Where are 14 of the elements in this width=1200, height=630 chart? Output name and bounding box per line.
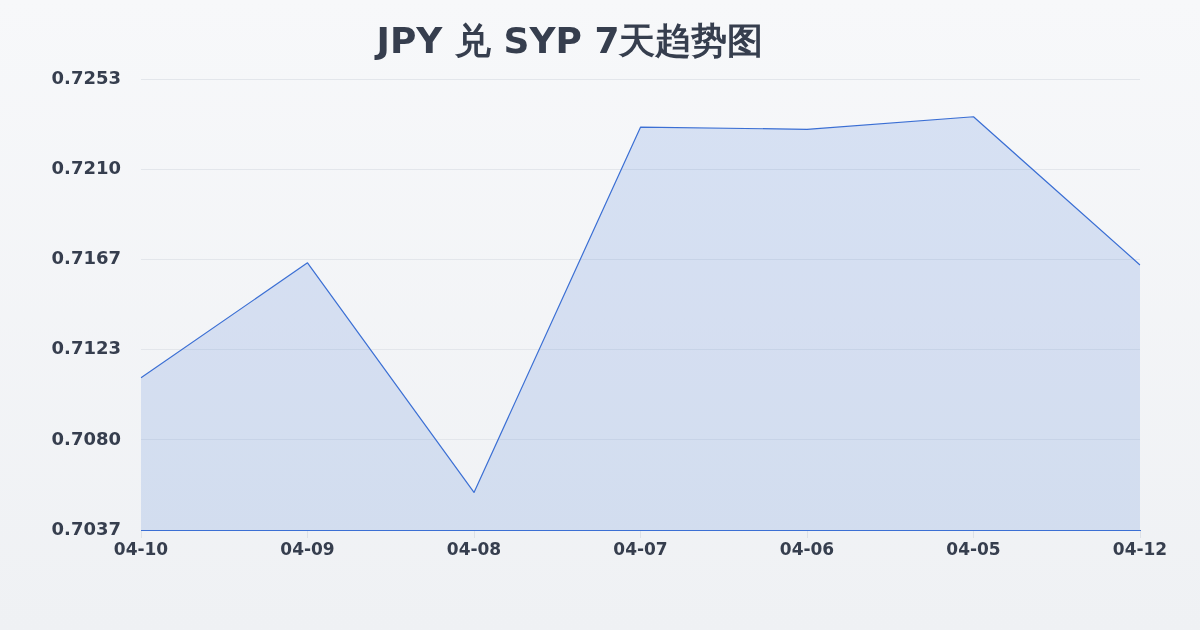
y-tick-label: 0.7253	[51, 66, 121, 88]
x-tick-label: 04-10	[113, 538, 169, 559]
y-tick-label: 0.7080	[51, 427, 121, 449]
chart-title: JPY 兑 SYP 7天趋势图	[373, 19, 764, 61]
y-tick-label: 0.7210	[51, 157, 121, 179]
x-tick-label: 04-08	[446, 538, 502, 559]
x-tick-label: 04-07	[613, 538, 668, 559]
x-tick-label: 04-05	[946, 538, 1001, 559]
x-tick-label: 04-06	[779, 538, 835, 559]
x-tick-label: 04-09	[280, 538, 335, 559]
y-tick-label: 0.7123	[51, 337, 121, 359]
y-tick-label: 0.7167	[51, 247, 121, 269]
y-tick-label: 0.7037	[51, 517, 121, 539]
x-tick-label: 04-12	[1112, 538, 1168, 559]
